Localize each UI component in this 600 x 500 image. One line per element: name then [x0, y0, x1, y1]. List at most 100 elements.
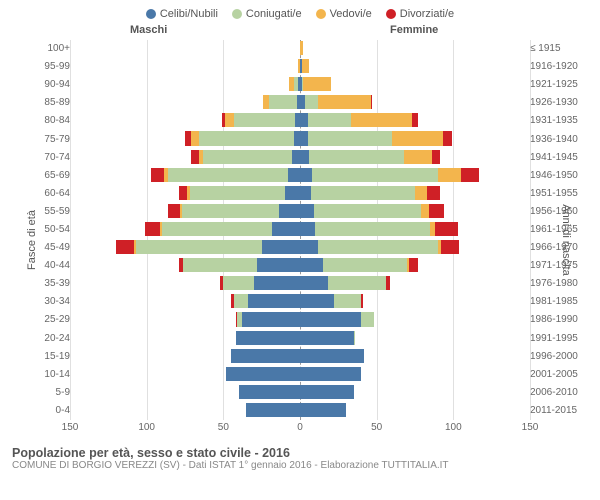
birth-year-label: 1916-1920 — [530, 61, 590, 72]
legend-swatch — [232, 9, 242, 19]
birth-year-label: 1946-1950 — [530, 170, 590, 181]
segment-c — [300, 294, 334, 308]
pyramid-row — [70, 150, 530, 164]
legend-label: Celibi/Nubili — [160, 8, 218, 20]
birth-year-label: 1926-1930 — [530, 97, 590, 108]
x-tick-label: 100 — [138, 422, 155, 433]
female-bar — [300, 385, 354, 399]
header-female: Femmine — [390, 24, 438, 36]
segment-co — [305, 95, 319, 109]
age-label: 65-69 — [10, 170, 70, 181]
bars-area — [70, 40, 530, 420]
female-bar — [300, 403, 346, 417]
birth-year-label: 1981-1985 — [530, 296, 590, 307]
segment-c — [288, 168, 300, 182]
segment-c — [300, 168, 312, 182]
segment-c — [236, 331, 300, 345]
female-bar — [300, 131, 452, 145]
segment-co — [199, 131, 294, 145]
segment-c — [239, 385, 300, 399]
female-bar — [300, 95, 372, 109]
birth-year-label: 1936-1940 — [530, 134, 590, 145]
segment-d — [432, 150, 440, 164]
x-tick-label: 150 — [522, 422, 539, 433]
segment-c — [300, 331, 354, 345]
pyramid-row — [70, 294, 530, 308]
legend-swatch — [316, 9, 326, 19]
pyramid-row — [70, 385, 530, 399]
segment-v — [415, 186, 427, 200]
segment-co — [269, 95, 297, 109]
age-label: 90-94 — [10, 79, 70, 90]
segment-d — [427, 186, 439, 200]
segment-co — [308, 113, 351, 127]
segment-v — [318, 95, 370, 109]
segment-c — [300, 258, 323, 272]
x-tick-label: 50 — [371, 422, 382, 433]
birth-year-label: 1971-1975 — [530, 260, 590, 271]
chart-footer: Popolazione per età, sesso e stato civil… — [10, 440, 590, 471]
segment-c — [292, 150, 300, 164]
pyramid-row — [70, 367, 530, 381]
female-bar — [300, 204, 444, 218]
male-bar — [239, 385, 300, 399]
female-bar — [300, 41, 303, 55]
age-label: 55-59 — [10, 206, 70, 217]
segment-co — [315, 222, 430, 236]
segment-d — [191, 150, 199, 164]
segment-co — [190, 186, 285, 200]
segment-c — [285, 186, 300, 200]
pyramid-row — [70, 41, 530, 55]
pyramid-row — [70, 240, 530, 254]
segment-c — [300, 312, 361, 326]
segment-c — [300, 276, 328, 290]
pyramid-row — [70, 168, 530, 182]
male-bar — [236, 312, 300, 326]
segment-co — [182, 204, 279, 218]
header-male: Maschi — [130, 24, 167, 36]
chart-subtitle: COMUNE DI BORGIO VEREZZI (SV) - Dati IST… — [12, 460, 588, 471]
segment-c — [272, 222, 300, 236]
pyramid-row — [70, 131, 530, 145]
segment-c — [300, 240, 318, 254]
segment-c — [300, 222, 315, 236]
x-tick-label: 150 — [62, 422, 79, 433]
segment-v — [421, 204, 429, 218]
age-label: 5-9 — [10, 387, 70, 398]
legend-item: Celibi/Nubili — [146, 8, 218, 20]
pyramid-row — [70, 113, 530, 127]
segment-v — [392, 131, 443, 145]
birth-year-label: ≤ 1915 — [530, 43, 590, 54]
age-label: 10-14 — [10, 369, 70, 380]
segment-co — [168, 168, 288, 182]
segment-d — [179, 186, 187, 200]
segment-c — [246, 403, 300, 417]
segment-c — [300, 131, 308, 145]
segment-d — [371, 95, 373, 109]
birth-year-label: 2011-2015 — [530, 405, 590, 416]
birth-year-label: 1931-1935 — [530, 115, 590, 126]
male-bar — [168, 204, 300, 218]
segment-v — [302, 59, 310, 73]
female-bar — [300, 240, 459, 254]
segment-v — [303, 77, 331, 91]
birth-year-label: 1951-1955 — [530, 188, 590, 199]
male-bar — [220, 276, 300, 290]
age-label: 75-79 — [10, 134, 70, 145]
segment-co — [328, 276, 386, 290]
birth-year-label: 1941-1945 — [530, 152, 590, 163]
legend-item: Divorziati/e — [386, 8, 454, 20]
age-label: 15-19 — [10, 351, 70, 362]
segment-c — [262, 240, 300, 254]
male-bar — [289, 77, 300, 91]
birth-year-label: 1976-1980 — [530, 278, 590, 289]
segment-co — [136, 240, 262, 254]
segment-c — [300, 403, 346, 417]
segment-c — [300, 367, 361, 381]
age-label: 45-49 — [10, 242, 70, 253]
segment-c — [257, 258, 300, 272]
age-label: 30-34 — [10, 296, 70, 307]
segment-d — [386, 276, 391, 290]
birth-year-label: 1996-2000 — [530, 351, 590, 362]
plot-area: Fasce di età Anni di nascita 100+95-9990… — [10, 40, 590, 440]
